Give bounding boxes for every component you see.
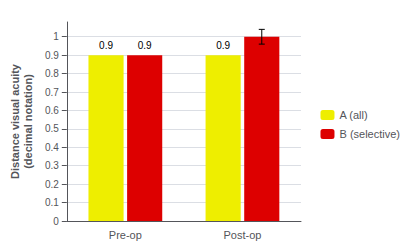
svg-text:0.9: 0.9 — [138, 40, 152, 51]
svg-text:0: 0 — [53, 216, 59, 227]
svg-text:0.4: 0.4 — [45, 142, 59, 153]
svg-text:0.5: 0.5 — [45, 123, 59, 134]
svg-text:0.6: 0.6 — [45, 105, 59, 116]
svg-text:0.9: 0.9 — [216, 40, 230, 51]
svg-text:1: 1 — [53, 31, 59, 42]
svg-text:0.7: 0.7 — [45, 87, 59, 98]
svg-text:Post-op: Post-op — [223, 229, 261, 241]
svg-text:0.9: 0.9 — [45, 50, 59, 61]
svg-text:0.2: 0.2 — [45, 179, 59, 190]
svg-text:(decimal notation): (decimal notation) — [22, 74, 34, 169]
svg-text:Pre-op: Pre-op — [109, 229, 142, 241]
svg-text:B (selective): B (selective) — [339, 128, 400, 140]
svg-text:0.1: 0.1 — [45, 197, 59, 208]
svg-text:0.9: 0.9 — [99, 40, 113, 51]
svg-text:0.8: 0.8 — [45, 68, 59, 79]
svg-text:A (all): A (all) — [339, 109, 367, 121]
svg-text:Distance visual acuity: Distance visual acuity — [9, 63, 21, 179]
svg-text:0.3: 0.3 — [45, 160, 59, 171]
